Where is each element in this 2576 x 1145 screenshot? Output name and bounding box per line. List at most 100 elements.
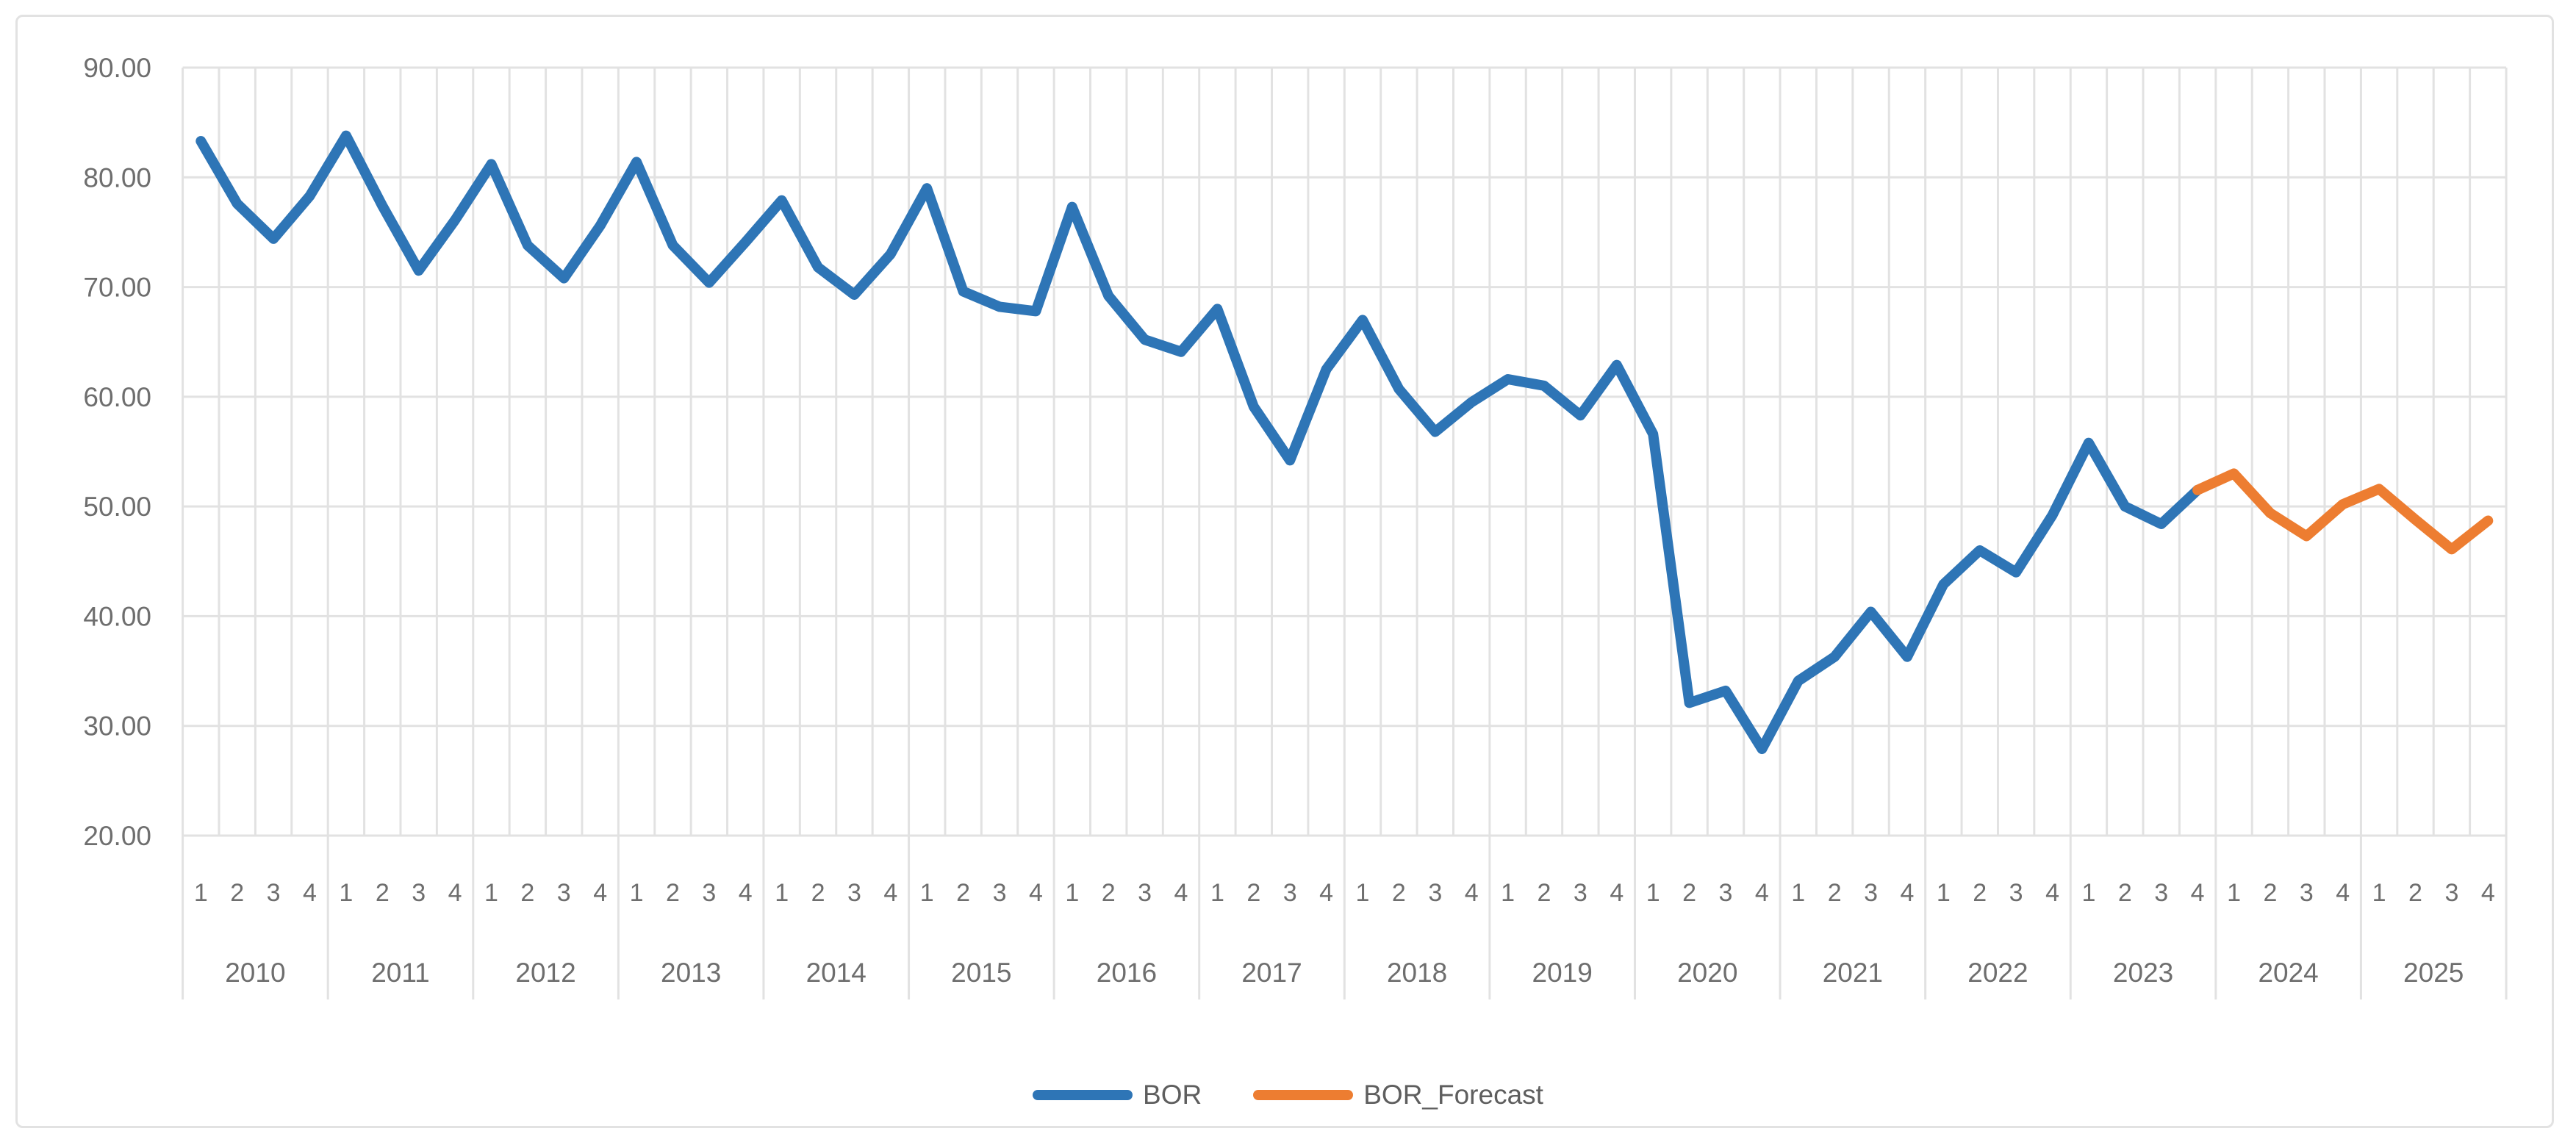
year-label: 2019 [1532, 958, 1593, 988]
y-axis-tick-label: 60.00 [83, 382, 151, 412]
quarter-tick-label: 4 [303, 879, 317, 907]
y-axis-tick-label: 40.00 [83, 601, 151, 631]
quarter-tick-label: 4 [1174, 879, 1188, 907]
quarter-tick-label: 2 [1392, 879, 1406, 907]
y-axis-tick-label: 30.00 [83, 711, 151, 742]
quarter-tick-label: 3 [412, 879, 426, 907]
quarter-tick-label: 3 [993, 879, 1007, 907]
quarter-tick-label: 3 [2444, 879, 2458, 907]
quarter-tick-label: 4 [1610, 879, 1624, 907]
quarter-tick-label: 3 [267, 879, 281, 907]
quarter-tick-label: 2 [376, 879, 390, 907]
quarter-tick-label: 2 [1973, 879, 1987, 907]
quarter-tick-label: 2 [1538, 879, 1551, 907]
quarter-tick-label: 1 [2081, 879, 2095, 907]
year-label: 2017 [1241, 958, 1302, 988]
quarter-tick-label: 1 [1791, 879, 1805, 907]
quarter-tick-label: 4 [883, 879, 897, 907]
y-axis-tick-label: 70.00 [83, 273, 151, 303]
year-label: 2015 [951, 958, 1011, 988]
quarter-tick-label: 3 [1138, 879, 1152, 907]
chart-legend: BOR BOR_Forecast [0, 1069, 2576, 1121]
year-label: 2021 [1823, 958, 1883, 988]
year-label: 2024 [2258, 958, 2318, 988]
quarter-tick-label: 1 [1210, 879, 1224, 907]
quarter-tick-label: 1 [484, 879, 498, 907]
quarter-tick-label: 4 [2045, 879, 2059, 907]
quarter-tick-label: 1 [1065, 879, 1079, 907]
quarter-tick-label: 4 [1319, 879, 1333, 907]
bor-forecast-series-label: BOR_Forecast [1363, 1080, 1543, 1110]
quarter-tick-label: 1 [630, 879, 644, 907]
year-label: 2013 [661, 958, 721, 988]
year-label: 2025 [2403, 958, 2464, 988]
quarter-tick-label: 4 [2191, 879, 2205, 907]
quarter-tick-label: 1 [1501, 879, 1515, 907]
year-label: 2023 [2113, 958, 2173, 988]
quarter-tick-label: 4 [739, 879, 753, 907]
quarter-tick-label: 2 [230, 879, 244, 907]
legend-entry-bor-forecast[interactable]: BOR_Forecast [1253, 1080, 1543, 1110]
year-label: 2020 [1677, 958, 1737, 988]
bor-series-swatch [1033, 1090, 1133, 1100]
quarter-tick-label: 3 [2154, 879, 2168, 907]
quarter-tick-label: 2 [956, 879, 970, 907]
quarter-tick-label: 3 [2009, 879, 2023, 907]
quarter-tick-label: 2 [1246, 879, 1260, 907]
quarter-tick-label: 1 [194, 879, 208, 907]
year-label: 2012 [515, 958, 575, 988]
year-label: 2022 [1967, 958, 2028, 988]
quarter-tick-label: 4 [448, 879, 462, 907]
year-label: 2010 [225, 958, 285, 988]
quarter-tick-label: 3 [1864, 879, 1878, 907]
quarter-tick-label: 4 [1900, 879, 1914, 907]
quarter-tick-label: 4 [1755, 879, 1769, 907]
chart-frame [15, 15, 2554, 1128]
year-label: 2011 [371, 958, 430, 988]
quarter-tick-label: 3 [2300, 879, 2314, 907]
quarter-tick-label: 1 [2372, 879, 2386, 907]
quarter-tick-label: 1 [1356, 879, 1370, 907]
quarter-tick-label: 2 [1828, 879, 1842, 907]
quarter-tick-label: 4 [2336, 879, 2350, 907]
quarter-tick-label: 2 [666, 879, 680, 907]
quarter-tick-label: 1 [339, 879, 353, 907]
quarter-tick-label: 2 [1102, 879, 1116, 907]
quarter-tick-label: 2 [2118, 879, 2132, 907]
y-axis-tick-label: 80.00 [83, 162, 151, 193]
y-axis-tick-label: 50.00 [83, 492, 151, 522]
y-axis-tick-label: 20.00 [83, 821, 151, 851]
quarter-tick-label: 3 [1719, 879, 1733, 907]
quarter-tick-label: 2 [2263, 879, 2277, 907]
legend-entry-bor[interactable]: BOR [1033, 1080, 1202, 1110]
quarter-tick-label: 2 [520, 879, 534, 907]
quarter-tick-label: 3 [1428, 879, 1442, 907]
quarter-tick-label: 1 [2227, 879, 2241, 907]
quarter-tick-label: 3 [557, 879, 571, 907]
year-label: 2014 [806, 958, 867, 988]
quarter-tick-label: 1 [1937, 879, 1951, 907]
bor-forecast-series-swatch [1253, 1090, 1354, 1100]
bor-series-label: BOR [1143, 1080, 1202, 1110]
quarter-tick-label: 1 [1646, 879, 1660, 907]
quarter-tick-label: 3 [1574, 879, 1587, 907]
quarter-tick-label: 4 [2481, 879, 2495, 907]
quarter-tick-label: 2 [2408, 879, 2422, 907]
y-axis-tick-label: 90.00 [83, 53, 151, 83]
year-label: 2016 [1097, 958, 1157, 988]
quarter-tick-label: 1 [920, 879, 934, 907]
quarter-tick-label: 2 [1682, 879, 1696, 907]
bor-line [195, 130, 2203, 755]
quarter-tick-label: 3 [702, 879, 716, 907]
quarter-tick-label: 1 [775, 879, 789, 907]
quarter-tick-label: 4 [1029, 879, 1043, 907]
year-label: 2018 [1387, 958, 1447, 988]
quarter-tick-label: 3 [847, 879, 861, 907]
quarter-tick-label: 4 [1465, 879, 1479, 907]
quarter-tick-label: 3 [1283, 879, 1297, 907]
bor-forecast-line [2192, 468, 2494, 555]
quarter-tick-label: 4 [593, 879, 607, 907]
quarter-tick-label: 2 [811, 879, 825, 907]
